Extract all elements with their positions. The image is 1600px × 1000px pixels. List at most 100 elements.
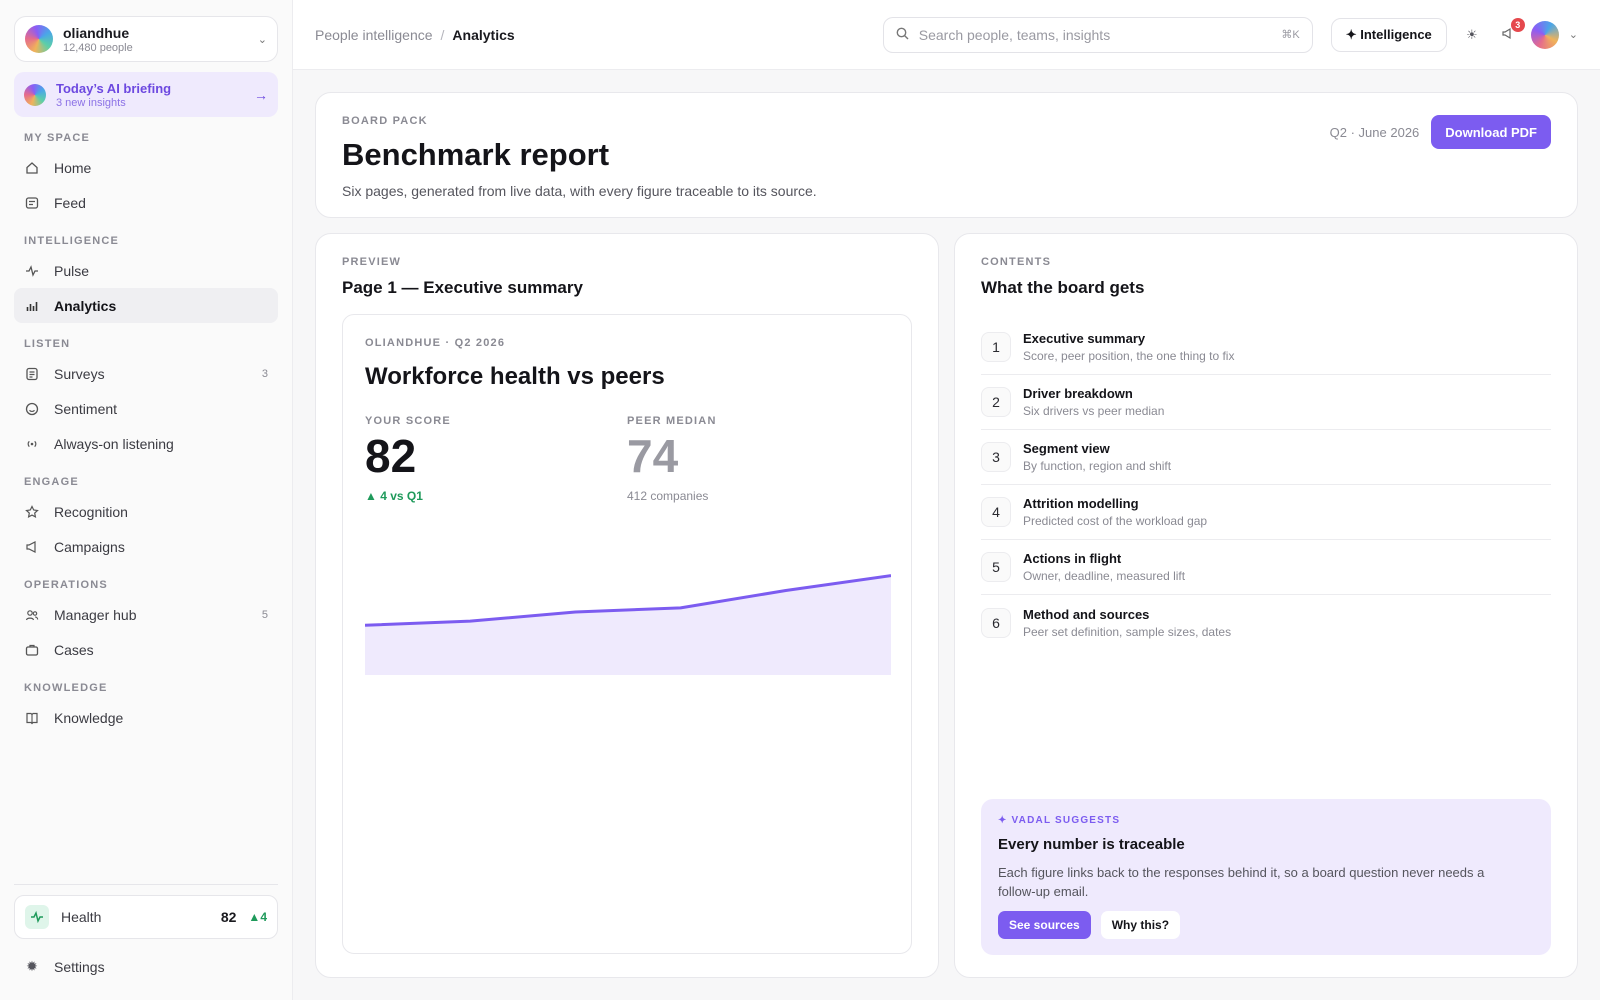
health-delta: ▲4 (248, 910, 267, 924)
contents-item[interactable]: 5 Actions in flight Owner, deadline, measu… (981, 540, 1551, 595)
sidebar-item-sentiment[interactable]: Sentiment (14, 391, 278, 426)
sidebar-item-label: Home (54, 159, 92, 176)
contents-item[interactable]: 3 Segment view By function, region and shi… (981, 430, 1551, 485)
pulse-icon (24, 264, 40, 278)
sidebar-section-label: ENGAGE (24, 476, 79, 488)
home-icon (24, 161, 40, 175)
sidebar-item-knowledge[interactable]: Knowledge (14, 700, 278, 735)
briefing-orb-icon (24, 83, 46, 106)
contents-eyebrow: CONTENTS (981, 256, 1052, 268)
peer-median-kpi: PEER MEDIAN 74 412 companies (627, 415, 889, 503)
contents-item-subtitle: By function, region and shift (1023, 459, 1172, 473)
sidebar-item-settings[interactable]: ✹ Settings (14, 949, 278, 984)
suggestion-body: Each figure links back to the responses … (998, 865, 1485, 899)
avatar[interactable] (1530, 20, 1559, 49)
contents-item-number: 2 (981, 387, 1011, 417)
contents-item[interactable]: 2 Driver breakdown Six drivers vs peer med… (981, 375, 1551, 430)
breadcrumb: People intelligence / Analytics (315, 26, 515, 43)
sidebar-item-label: Sentiment (54, 400, 118, 417)
search-shortcut: ⌘K (1281, 29, 1300, 41)
sidebar-item-label: Manager hub (54, 606, 137, 623)
preview-title: Page 1 — Executive summary (342, 278, 583, 297)
search-box[interactable]: ⌘K (882, 16, 1313, 53)
sidebar-item-label: Feed (54, 194, 86, 211)
briefing-title: Today’s AI briefing (56, 80, 172, 96)
sidebar-item-pulse[interactable]: Pulse (14, 253, 278, 288)
workspace-switcher[interactable]: oliandhue 12,480 people ⌄ (14, 16, 278, 62)
briefcase-icon (24, 643, 40, 657)
health-label: Health (61, 909, 102, 925)
report-eyebrow: BOARD PACK (342, 115, 428, 127)
broadcast-icon (24, 437, 40, 451)
health-widget[interactable]: Health 82 ▲4 (14, 895, 278, 939)
triangle-up-icon: ▲ (365, 489, 377, 503)
preview-eyebrow: PREVIEW (342, 256, 402, 268)
sidebar-item-manager-hub[interactable]: Manager hub 5 (14, 597, 278, 632)
sidebar-item-label: Always-on listening (54, 435, 174, 452)
trend-chart (364, 574, 892, 675)
topbar: People intelligence/Analytics ⌘K ✦ Intel… (293, 0, 1600, 70)
sidebar-item-surveys[interactable]: Surveys 3 (14, 356, 278, 391)
contents-item[interactable]: 1 Executive summary Score, peer position, … (981, 320, 1551, 375)
sidebar-nav: MY SPACE Home Feed INTELLIGENCE Pulse Analyti… (14, 117, 278, 735)
contents-item-number: 6 (981, 607, 1011, 638)
sidebar: oliandhue 12,480 people ⌄ Today’s AI bri… (0, 0, 293, 1000)
sidebar-item-label: Campaigns (54, 538, 125, 555)
sidebar-section-label: OPERATIONS (24, 579, 108, 591)
contents-item-number: 3 (981, 442, 1011, 472)
your-score-kpi: YOUR SCORE 82 ▲ 4 vs Q1 (365, 415, 627, 503)
kpi-label: YOUR SCORE (365, 415, 451, 427)
search-icon (896, 27, 909, 43)
sidebar-item-feed[interactable]: Feed (14, 185, 278, 220)
kpi-delta: ▲ 4 vs Q1 (365, 489, 423, 503)
chevron-down-icon[interactable]: ⌄ (1568, 29, 1578, 41)
sun-icon[interactable]: ☀ (1465, 26, 1478, 42)
page-eyebrow: OLIANDHUE · Q2 2026 (365, 337, 506, 349)
sidebar-item-recognition[interactable]: Recognition (14, 494, 278, 529)
smile-icon (24, 402, 40, 416)
notifications-button[interactable]: 3 (1497, 17, 1525, 46)
contents-item-title: Segment view (1023, 441, 1110, 456)
contents-item-subtitle: Owner, deadline, measured lift (1023, 569, 1186, 583)
book-icon (24, 711, 40, 725)
page-preview: OLIANDHUE · Q2 2026 Workforce health vs … (342, 314, 912, 954)
sidebar-item-label: Analytics (54, 297, 117, 314)
sidebar-item-campaigns[interactable]: Campaigns (14, 529, 278, 564)
see-sources-button[interactable]: See sources (998, 911, 1091, 939)
arrow-right-icon: → (254, 86, 268, 103)
kpi-value: 82 (365, 430, 417, 482)
contents-card: CONTENTS What the board gets 1 Executive … (954, 233, 1578, 978)
page-title: Benchmark report (342, 137, 610, 172)
suggestion-title: Every number is traceable (998, 836, 1185, 853)
kpi-sub: 412 companies (627, 489, 709, 503)
why-this-button[interactable]: Why this? (1100, 911, 1181, 939)
people-icon (24, 608, 40, 622)
sidebar-item-label: Recognition (54, 503, 128, 520)
download-pdf-button[interactable]: Download PDF (1431, 115, 1551, 149)
sidebar-item-cases[interactable]: Cases (14, 632, 278, 667)
report-header-card: BOARD PACK Benchmark report Six pages, g… (315, 92, 1578, 218)
sidebar-divider (14, 884, 278, 885)
heartbeat-icon (25, 905, 49, 929)
search-input[interactable] (918, 26, 1272, 43)
contents-item-title: Actions in flight (1023, 551, 1122, 566)
megaphone-icon (1501, 27, 1514, 43)
sidebar-item-home[interactable]: Home (14, 150, 278, 185)
intelligence-button[interactable]: ✦ Intelligence (1330, 17, 1447, 52)
sidebar-item-always-on-listening[interactable]: Always-on listening (14, 426, 278, 461)
ai-briefing-card[interactable]: Today’s AI briefing 3 new insights → (14, 72, 278, 117)
feed-icon (24, 196, 40, 210)
contents-item[interactable]: 4 Attrition modelling Predicted cost of th… (981, 485, 1551, 540)
sidebar-item-count: 3 (261, 367, 268, 380)
sidebar-item-analytics[interactable]: Analytics (14, 288, 278, 323)
contents-item-subtitle: Six drivers vs peer median (1023, 404, 1165, 418)
sidebar-item-label: Pulse (54, 262, 90, 279)
workspace-logo (25, 25, 53, 53)
breadcrumb-parent[interactable]: People intelligence (315, 26, 433, 43)
contents-title: What the board gets (981, 278, 1145, 297)
megaphone-icon (24, 540, 40, 554)
contents-item[interactable]: 6 Method and sources Peer set definition, … (981, 595, 1551, 650)
gear-icon: ✹ (26, 958, 38, 974)
contents-item-number: 4 (981, 497, 1011, 527)
sidebar-item-label: Cases (54, 641, 94, 658)
